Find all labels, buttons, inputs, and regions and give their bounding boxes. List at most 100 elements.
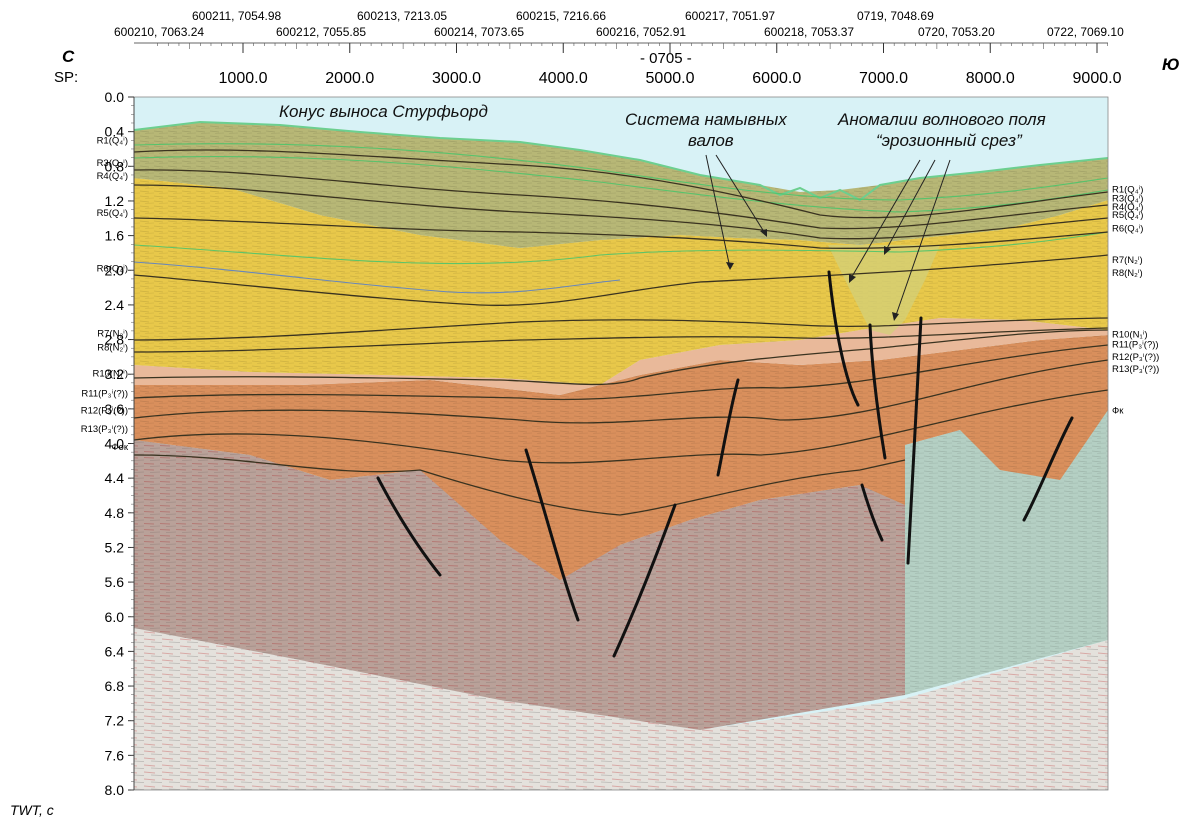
horizon-label: R5(Q₄ⁱ) <box>97 208 128 219</box>
twt-tick-label: 0.8 <box>105 158 125 174</box>
horizon-line <box>133 329 1109 386</box>
seafloor-line <box>133 120 1109 202</box>
horizon-line <box>133 344 1109 401</box>
horizon-label: R1(Q₄ⁱ) <box>97 135 128 146</box>
twt-tick-label: 7.2 <box>105 713 125 729</box>
horizon-label: Фк <box>1112 406 1124 417</box>
twt-tick-label: 3.2 <box>105 366 125 382</box>
horizon-label: R1(Q₄ⁱ) <box>1112 185 1143 196</box>
twt-tick-label: 2.8 <box>105 332 125 348</box>
horizon-labels-left: R1(Q₄ⁱ) R3(Q₄ⁱ) R4(Q₄ⁱ) R5(Q₄ⁱ) R6(Q₄ⁱ) R7(N₂… <box>81 135 129 453</box>
crossing-bottom-label: 600212, 7055.85 <box>276 25 366 39</box>
annotation-levee-1: Система намывных <box>625 110 787 129</box>
horizon-label: R7(N₂ⁱ) <box>97 328 128 339</box>
horizon-line <box>133 454 906 516</box>
horizon-line <box>133 231 1109 265</box>
horizon-labels-right: R1(Q₄ⁱ)R3(Q₄ⁱ)R4(Q₄ⁱ)R5(Q₄ⁱ) R6(Q₄ⁱ) R7(N₂… <box>1112 185 1159 417</box>
crossing-top-label: 600215, 7216.66 <box>516 9 606 23</box>
sp-major-ticks: 1000.0 2000.0 3000.0 4000.0 5000.0 6000.0 7000… <box>219 43 1122 87</box>
annotation-arrows <box>705 154 951 319</box>
twt-unit-label: TWT, с <box>10 802 54 818</box>
twt-tick-label: 2.0 <box>105 262 125 278</box>
horizon-label: R5(Q₄ⁱ) <box>1112 210 1143 221</box>
annotation-anomaly-1: Аномалии волнового поля <box>837 110 1046 129</box>
line-name: - 0705 - <box>640 50 692 67</box>
sp-tick-label: 4000.0 <box>539 70 588 87</box>
arrow-line <box>849 159 921 281</box>
sp-tick-label: 9000.0 <box>1073 70 1122 87</box>
fault-line <box>716 378 740 477</box>
crossing-bottom-label: 600210, 7063.24 <box>114 25 204 39</box>
horizon-label: R11(P₃ⁱ(?)) <box>81 388 128 399</box>
horizon-line <box>133 169 1109 230</box>
deep-noise-texture <box>134 628 1108 790</box>
horizon-label: R7(N₂ⁱ) <box>1112 255 1143 266</box>
fault-line <box>1022 416 1074 522</box>
arrow-head <box>849 274 856 283</box>
horizon-label: R4(Q₄ⁱ) <box>1112 202 1143 213</box>
horizon-line <box>133 217 1109 249</box>
sp-tick-label: 8000.0 <box>966 70 1015 87</box>
sp-tick-label: 2000.0 <box>325 70 374 87</box>
yellow-texture <box>134 178 1108 385</box>
twt-tick-label: 6.8 <box>105 678 125 694</box>
section-panel <box>133 96 1109 791</box>
horizon-label: R12(P₃ⁱ(?)) <box>81 406 128 417</box>
arrow-line <box>715 154 767 236</box>
twt-tick-label: 1.6 <box>105 228 125 244</box>
twt-tick-label: 7.6 <box>105 747 125 763</box>
arrow-line <box>894 159 951 319</box>
twt-tick-label: 8.0 <box>105 782 125 798</box>
arrow-line <box>884 159 936 253</box>
south-label: Ю <box>1162 55 1180 74</box>
arrow-line <box>705 154 731 269</box>
horizon-line <box>133 261 621 294</box>
arrow-head <box>884 246 891 255</box>
fault-line <box>827 270 860 407</box>
fault-line <box>612 503 677 658</box>
twt-tick-label: 2.4 <box>105 297 125 313</box>
header: С Ю SP: - 0705 - 600211, 7054.98 600213,… <box>54 9 1180 87</box>
horizon-line <box>133 149 1109 219</box>
twt-tick-label: 5.6 <box>105 574 125 590</box>
twt-tick-label: 6.4 <box>105 643 125 659</box>
horizon-label: R8(N₂ⁱ) <box>1112 268 1143 279</box>
crossing-bottom-label: 600214, 7073.65 <box>434 25 524 39</box>
horizon-line <box>133 143 1109 201</box>
fault-line <box>868 323 887 460</box>
fault-line <box>906 316 923 565</box>
basement-brown-texture <box>134 440 905 730</box>
sp-tick-label: 7000.0 <box>859 70 908 87</box>
horizon-label: R6(Q₄ⁱ) <box>1112 224 1143 235</box>
twt-tick-label: 3.6 <box>105 401 125 417</box>
arrow-head <box>726 262 734 270</box>
twt-axis: 0.0 0.4 0.8 1.2 1.6 2.0 2.4 2.8 3.2 3.6 4.0 4.4 4.8 5… <box>105 89 135 798</box>
fault-line <box>524 448 580 622</box>
north-label: С <box>62 47 75 66</box>
crossing-top-label: 600211, 7054.98 <box>192 9 282 23</box>
sp-minor-ticks <box>157 43 1108 49</box>
arrow-head <box>760 229 767 237</box>
crossing-top-label: 600213, 7213.05 <box>357 9 447 23</box>
annotation-levee-2: валов <box>688 131 734 150</box>
horizon-line <box>133 184 1109 240</box>
sp-tick-label: 5000.0 <box>646 70 695 87</box>
twt-tick-label: 0.0 <box>105 89 125 105</box>
horizon-line <box>133 155 1109 213</box>
crossing-bottom-label: 600216, 7052.91 <box>596 25 686 39</box>
crossing-top-label: 0719, 7048.69 <box>857 9 934 23</box>
twt-tick-label: 6.0 <box>105 609 125 625</box>
crossing-bottom-label: 0722, 7069.10 <box>1047 25 1124 39</box>
fault-line <box>376 476 442 577</box>
twt-tick-label: 0.4 <box>105 124 125 140</box>
sp-label: SP: <box>54 69 78 86</box>
sp-tick-label: 6000.0 <box>752 70 801 87</box>
orange-texture <box>134 335 1108 580</box>
twt-tick-label: 4.8 <box>105 505 125 521</box>
fault-line <box>860 483 884 542</box>
twt-tick-label: 4.0 <box>105 436 125 452</box>
crossing-top-label: 600217, 7051.97 <box>685 9 775 23</box>
horizon-label: R13(P₃ⁱ(?)) <box>1112 364 1159 375</box>
annotation-anomaly-2: “эрозионный срез” <box>876 131 1023 150</box>
